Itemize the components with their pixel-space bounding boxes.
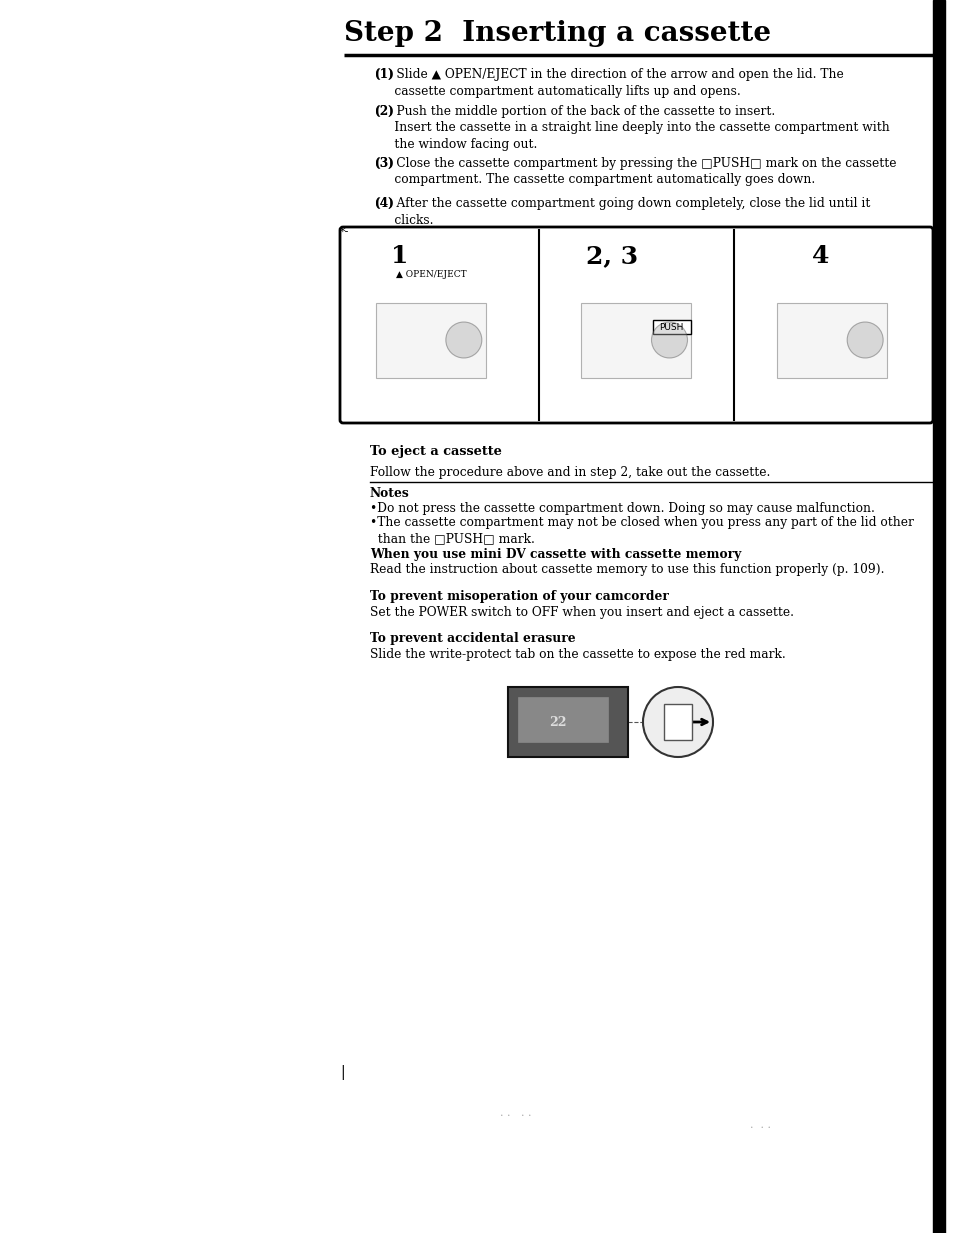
Text: When you use mini DV cassette with cassette memory: When you use mini DV cassette with casse… bbox=[370, 547, 740, 561]
Bar bbox=[777, 302, 886, 377]
Bar bbox=[932, 0, 944, 1233]
Bar bbox=[507, 687, 627, 757]
FancyBboxPatch shape bbox=[339, 227, 932, 423]
Text: *-: *- bbox=[339, 227, 349, 237]
Text: (3): (3) bbox=[375, 157, 395, 170]
Bar bbox=[375, 302, 485, 377]
Circle shape bbox=[445, 322, 481, 358]
Text: To prevent misoperation of your camcorder: To prevent misoperation of your camcorde… bbox=[370, 591, 668, 603]
Bar bbox=[663, 704, 691, 740]
Text: (1): (1) bbox=[375, 68, 395, 81]
Text: Read the instruction about cassette memory to use this function properly (p. 109: Read the instruction about cassette memo… bbox=[370, 563, 883, 576]
Text: 2, 3: 2, 3 bbox=[586, 244, 638, 268]
Bar bbox=[517, 697, 607, 742]
Text: |: | bbox=[339, 1065, 344, 1080]
Text: Follow the procedure above and in step 2, take out the cassette.: Follow the procedure above and in step 2… bbox=[370, 466, 770, 478]
Text: 22: 22 bbox=[549, 715, 566, 729]
Text: •Do not press the cassette compartment down. Doing so may cause malfunction.: •Do not press the cassette compartment d… bbox=[370, 502, 874, 515]
Text: To eject a cassette: To eject a cassette bbox=[370, 445, 501, 457]
Text: PUSH: PUSH bbox=[659, 323, 683, 332]
Text: (4) After the cassette compartment going down completely, close the lid until it: (4) After the cassette compartment going… bbox=[375, 197, 869, 227]
Text: (4): (4) bbox=[375, 197, 395, 210]
FancyBboxPatch shape bbox=[653, 321, 691, 334]
Text: •The cassette compartment may not be closed when you press any part of the lid o: •The cassette compartment may not be clo… bbox=[370, 515, 913, 545]
Text: (2) Push the middle portion of the back of the cassette to insert.
     Insert t: (2) Push the middle portion of the back … bbox=[375, 105, 889, 150]
Text: To prevent accidental erasure: To prevent accidental erasure bbox=[370, 633, 575, 645]
Text: Set the POWER switch to OFF when you insert and eject a cassette.: Set the POWER switch to OFF when you ins… bbox=[370, 605, 793, 619]
Text: Step 2  Inserting a cassette: Step 2 Inserting a cassette bbox=[344, 20, 770, 47]
Text: (2): (2) bbox=[375, 105, 395, 118]
Bar bbox=[581, 302, 691, 377]
Text: ▲ OPEN/EJECT: ▲ OPEN/EJECT bbox=[395, 270, 466, 279]
Text: Notes: Notes bbox=[370, 487, 410, 501]
Text: (1) Slide ▲ OPEN/EJECT in the direction of the arrow and open the lid. The
     : (1) Slide ▲ OPEN/EJECT in the direction … bbox=[375, 68, 842, 97]
Text: . .   . .: . . . . bbox=[499, 1108, 531, 1118]
Circle shape bbox=[642, 687, 712, 757]
Text: .  . .: . . . bbox=[749, 1120, 770, 1129]
Text: Slide the write-protect tab on the cassette to expose the red mark.: Slide the write-protect tab on the casse… bbox=[370, 649, 785, 661]
Text: 1: 1 bbox=[391, 244, 408, 268]
Circle shape bbox=[651, 322, 687, 358]
Circle shape bbox=[846, 322, 882, 358]
Text: 4: 4 bbox=[811, 244, 829, 268]
Text: (3) Close the cassette compartment by pressing the □PUSH□ mark on the cassette
 : (3) Close the cassette compartment by pr… bbox=[375, 157, 896, 186]
